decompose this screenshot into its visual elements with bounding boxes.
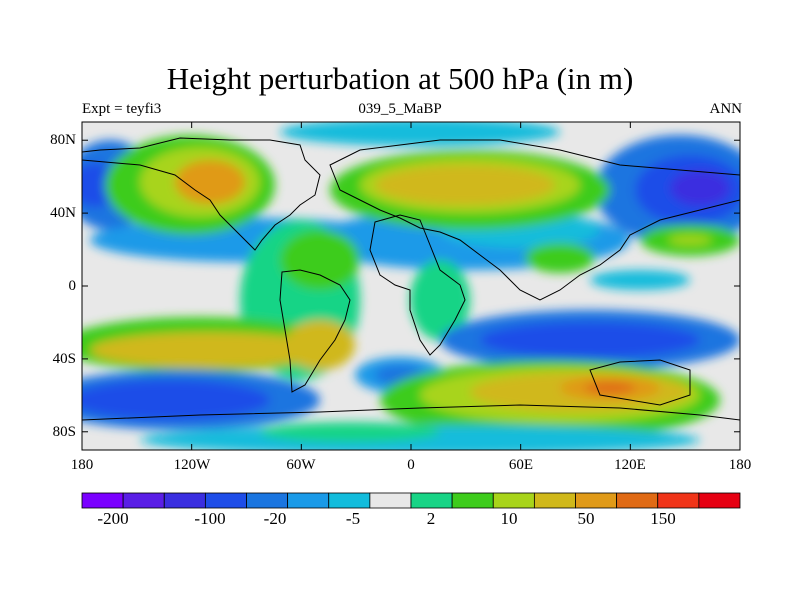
colorbar-swatch: [698, 492, 741, 509]
colorbar-label: -200: [97, 509, 129, 528]
lon-tick-label: 180: [728, 457, 752, 473]
colorbar-swatch: [246, 492, 289, 509]
colorbar-swatch: [163, 492, 206, 509]
map-title: Height perturbation at 500 hPa (in m): [166, 61, 634, 96]
colorbar-swatch: [410, 492, 453, 509]
colorbar-swatch: [287, 492, 330, 509]
lon-tick-label: 180: [70, 457, 94, 473]
lon-tick-label: 60E: [508, 457, 534, 473]
lat-tick-label: 40N: [50, 205, 76, 221]
colorbar-swatch: [328, 492, 371, 509]
colorbar-label: -20: [263, 509, 287, 528]
colorbar-label: -100: [194, 509, 226, 528]
colorbar-swatch: [533, 492, 576, 509]
colorbar-label: 150: [650, 509, 676, 528]
run-name: 039_5_MaBP: [358, 101, 442, 117]
lon-tick-label: 120W: [173, 457, 211, 473]
lat-tick-label: 40S: [52, 351, 76, 367]
colorbar-swatch: [81, 492, 124, 509]
colorbar-label: -5: [345, 509, 361, 528]
lat-tick-label: 80N: [50, 132, 76, 148]
colorbar-swatch: [616, 492, 659, 509]
lat-tick-label: 80S: [52, 424, 76, 440]
colorbar-label: 10: [500, 509, 518, 528]
colorbar-swatch: [451, 492, 494, 509]
colorbar-swatch: [369, 492, 412, 509]
lon-tick-label: 120E: [614, 457, 646, 473]
experiment-label: Expt = teyfi3: [82, 101, 162, 117]
colorbar-swatch: [122, 492, 165, 509]
season-label: ANN: [709, 101, 743, 117]
colorbar-swatch: [575, 492, 618, 509]
coastlines: [82, 137, 740, 450]
colorbar-label: 2: [426, 509, 436, 528]
colorbar-label: 50: [577, 509, 595, 528]
axis-ticks: [81, 122, 741, 450]
lon-tick-label: 60W: [286, 457, 316, 473]
map-field: [82, 122, 740, 450]
colorbar-swatch: [492, 492, 535, 509]
colorbar: [81, 492, 741, 509]
lon-tick-label: 0: [407, 457, 415, 473]
lat-tick-label: 0: [68, 278, 77, 294]
colorbar-swatch: [204, 492, 247, 509]
colorbar-swatch: [657, 492, 700, 509]
